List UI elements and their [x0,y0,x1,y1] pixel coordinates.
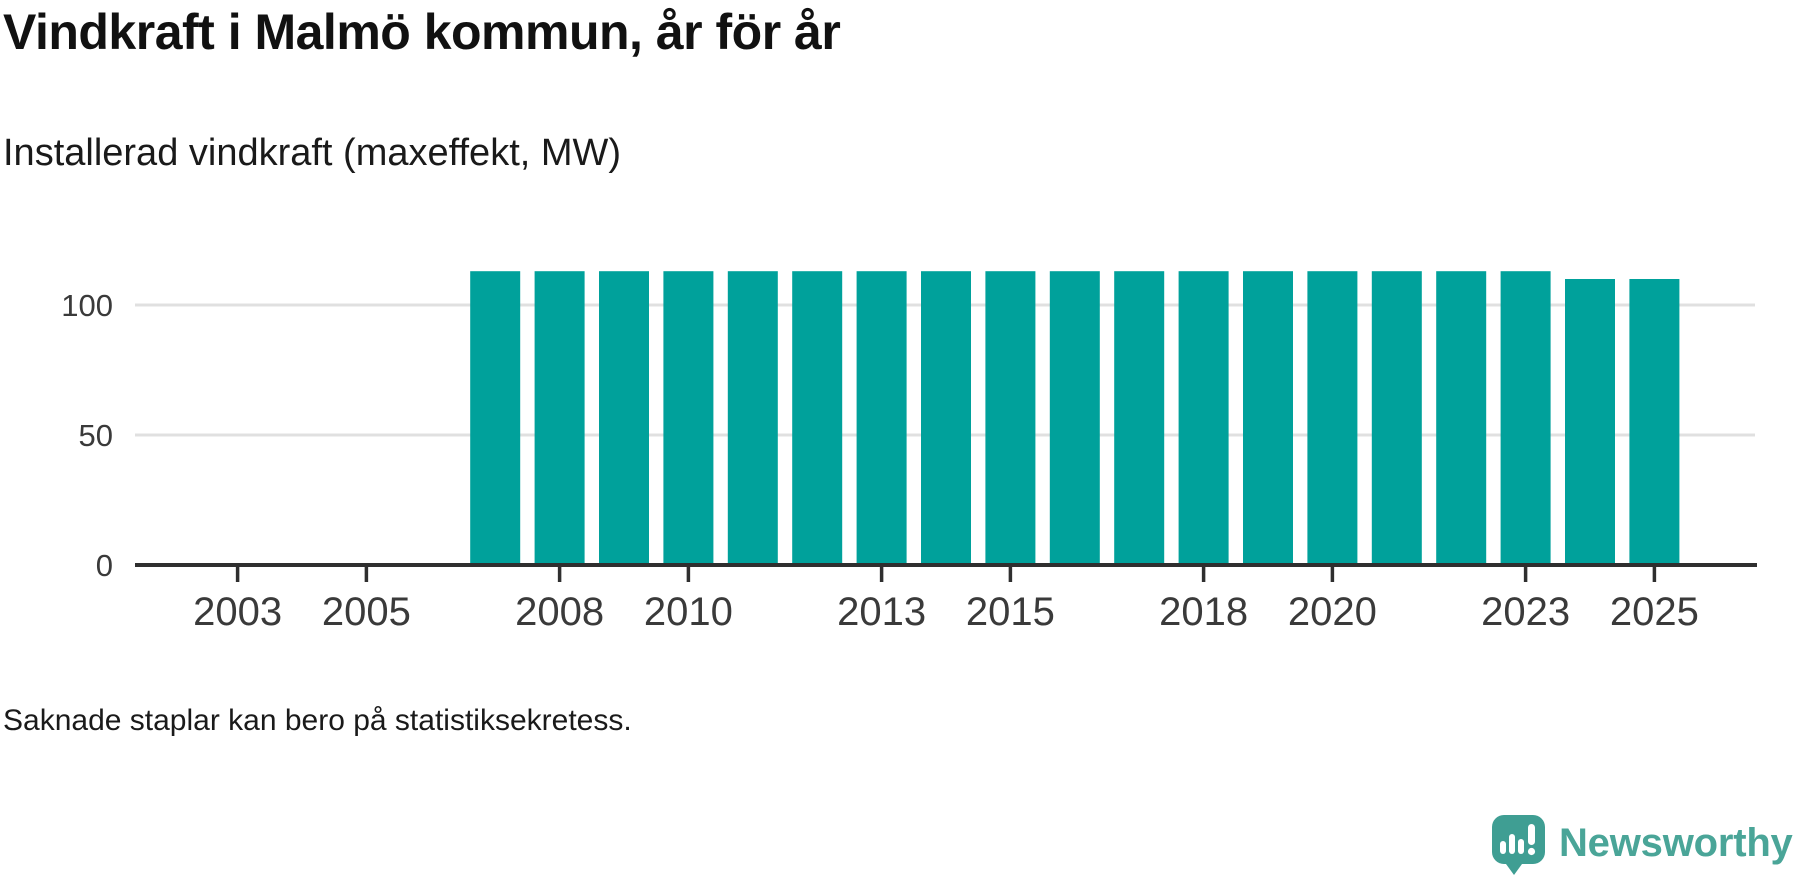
bar-2012 [792,271,843,565]
x-tick-label-2010: 2010 [644,590,733,634]
newsworthy-logo-icon [1492,815,1545,875]
y-tick-label-0: 0 [96,548,113,583]
bar-2023 [1500,271,1551,565]
chart-footnote: Saknade staplar kan bero på statistiksek… [3,704,632,737]
logo-exclamation-dot [1527,847,1536,856]
newsworthy-wordmark: Newsworthy [1559,820,1793,865]
bar-2007 [470,271,521,565]
bar-2024 [1565,279,1615,565]
y-tick-label-50: 50 [79,418,113,453]
bar-2010 [663,271,714,565]
bar-2011 [727,271,778,565]
logo-exclamation-stem [1528,824,1535,845]
bar-2020 [1307,271,1358,565]
logo-bar-1 [1500,841,1506,854]
bar-2009 [599,271,649,565]
bar-2021 [1371,271,1422,565]
bar-2018 [1178,271,1229,565]
x-tick-label-2008: 2008 [515,590,604,634]
x-tick-label-2003: 2003 [193,590,282,634]
y-tick-label-100: 100 [61,288,113,323]
bar-2022 [1436,271,1487,565]
bar-2014 [921,271,971,565]
newsworthy-branding: Newsworthy [1490,814,1793,876]
bar-2019 [1243,271,1293,565]
bar-2013 [856,271,907,565]
x-tick-label-2013: 2013 [837,590,926,634]
x-tick-label-2018: 2018 [1159,590,1248,634]
bar-2025 [1629,279,1680,565]
x-tick-label-2015: 2015 [966,590,1055,634]
bar-2017 [1114,271,1165,565]
bar-2015 [985,271,1036,565]
x-tick-label-2025: 2025 [1610,590,1699,634]
x-tick-label-2005: 2005 [322,590,411,634]
bar-chart-plot: 2003 2005 2008 2010 2013 2015 2018 2020 2023 2025… [61,271,1757,634]
logo-bar-2 [1509,834,1515,854]
x-tick-label-2023: 2023 [1481,590,1570,634]
chart-title: Vindkraft i Malmö kommun, år för år [3,4,841,60]
x-tick-label-2020: 2020 [1288,590,1377,634]
logo-bar-3 [1518,839,1524,854]
bar-2008 [534,271,585,565]
bar-2016 [1049,271,1100,565]
chart-subtitle: Installerad vindkraft (maxeffekt, MW) [3,132,622,174]
